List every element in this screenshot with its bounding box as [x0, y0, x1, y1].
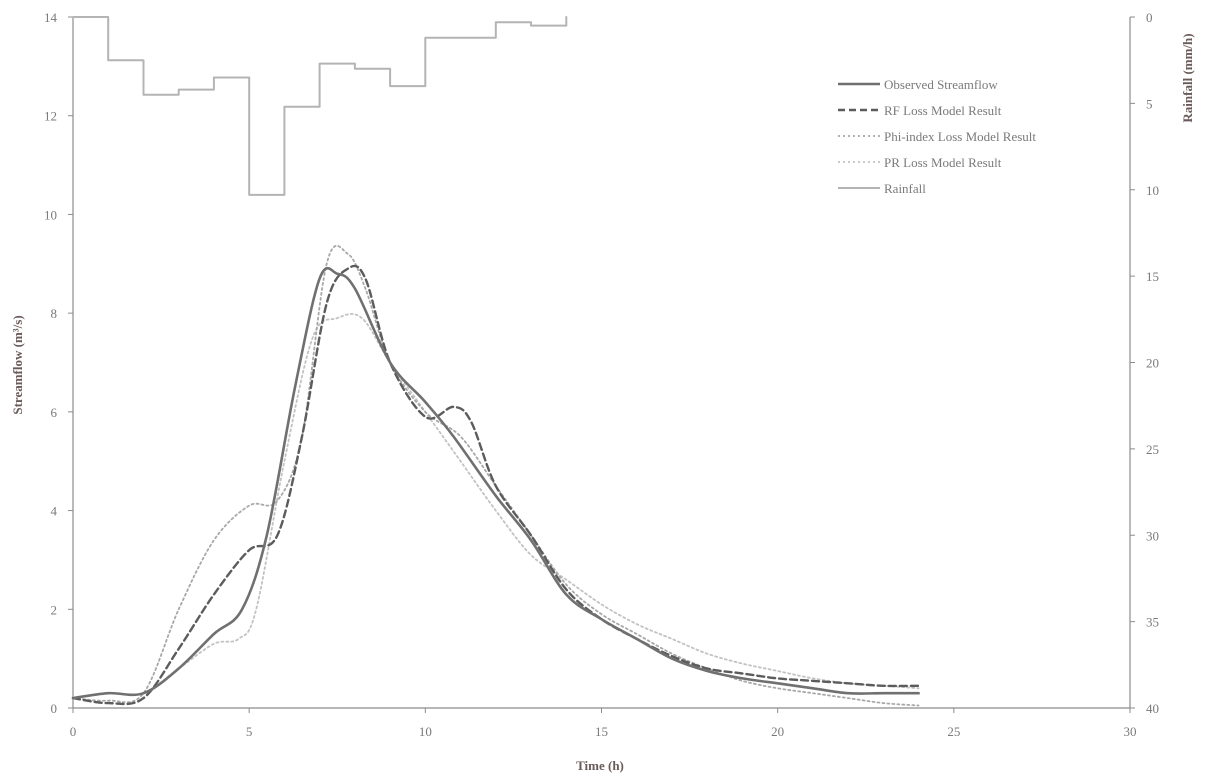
y2-tick-label: 35 [1146, 615, 1159, 630]
y-tick-label: 14 [44, 10, 58, 25]
y2-tick-label: 30 [1146, 528, 1159, 543]
y-tick-label: 8 [51, 306, 58, 321]
series-line-rf-loss-model-result [71, 264, 920, 706]
y-tick-label: 2 [51, 602, 58, 617]
y2-axis-title: Rainfall (mm/h) [1180, 33, 1195, 122]
series-layer [71, 16, 920, 707]
x-tick-label: 10 [419, 724, 432, 739]
y-tick-label: 4 [51, 504, 58, 519]
legend-label-phi-index-loss-model-result: Phi-index Loss Model Result [884, 129, 1036, 144]
y2-tick-label: 20 [1146, 356, 1159, 371]
y-tick-label: 10 [44, 207, 57, 222]
x-axis-title: Time (h) [576, 758, 624, 773]
legend-label-rf-loss-model-result: RF Loss Model Result [884, 103, 1002, 118]
y2-tick-label: 0 [1146, 10, 1153, 25]
y-tick-label: 0 [51, 701, 58, 716]
x-tick-label: 25 [947, 724, 960, 739]
legend-label-pr-loss-model-result: PR Loss Model Result [884, 155, 1002, 170]
y-tick-label: 12 [44, 109, 57, 124]
series-line-observed-streamflow [71, 266, 920, 700]
y2-tick-label: 5 [1146, 96, 1153, 111]
y2-tick-label: 15 [1146, 269, 1159, 284]
x-tick-label: 5 [246, 724, 253, 739]
y-tick-label: 6 [51, 405, 58, 420]
x-tick-label: 30 [1124, 724, 1137, 739]
y2-tick-label: 10 [1146, 183, 1159, 198]
series-line-rainfall [72, 16, 568, 196]
x-tick-label: 15 [595, 724, 608, 739]
x-tick-label: 0 [70, 724, 77, 739]
legend-label-rainfall: Rainfall [884, 181, 926, 196]
legend: Observed Streamflow RF Loss Model Result P… [838, 77, 1036, 196]
y-axis-title: Streamflow (m³/s) [10, 315, 25, 414]
series-line-pr-loss-model-result [72, 313, 920, 699]
axes: 0 5 10 15 20 25 30 0 2 4 6 8 10 12 14 0 5 10 15 20 25 30 35 40 [44, 10, 1159, 739]
y2-tick-label: 25 [1146, 442, 1159, 457]
x-tick-label: 20 [771, 724, 784, 739]
series-line-phi-index-loss-model-result [72, 244, 920, 707]
legend-label-observed-streamflow: Observed Streamflow [884, 77, 998, 92]
y2-tick-label: 40 [1146, 701, 1159, 716]
